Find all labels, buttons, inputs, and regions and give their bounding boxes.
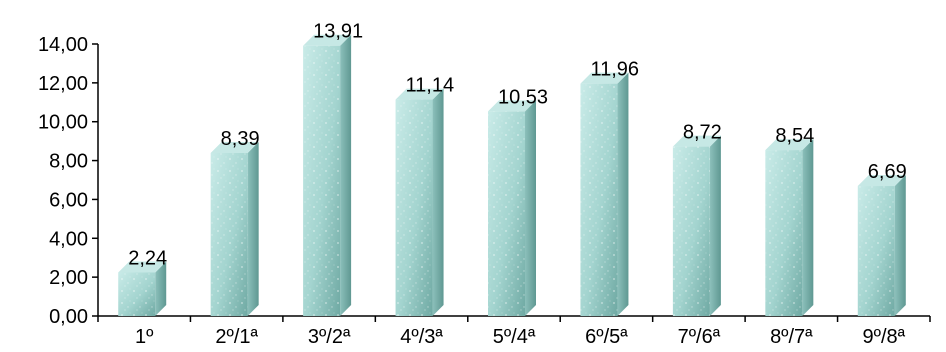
data-label: 10,53 [498, 86, 548, 108]
x-tick-label: 7º/6ª [678, 326, 721, 348]
bar-top [303, 34, 352, 46]
bar-texture [580, 83, 618, 317]
x-tick-label: 3º/2ª [308, 326, 351, 348]
bar-side [340, 34, 352, 317]
bars [118, 34, 906, 317]
bar-top [488, 100, 536, 112]
data-label: 2,24 [128, 247, 167, 269]
x-axis: 1º 2º/1ª 3º/2ª 4º/3ª 5º/4ª 6º/5ª 7º/6ª 8º/7ª 9º/… [97, 315, 931, 348]
y-ticks: 0,00 2,00 4,00 6,00 8,00 10,00 12,00 14,00 [38, 34, 98, 328]
y-tick-label: 14,00 [38, 34, 88, 56]
bar [488, 100, 536, 316]
bar [303, 34, 352, 317]
bar-side [155, 261, 167, 316]
bar-texture [210, 152, 248, 316]
y-tick-label: 4,00 [49, 228, 88, 250]
bar-texture [765, 150, 803, 316]
bar [395, 88, 444, 317]
y-tick-label: 12,00 [38, 73, 88, 95]
bar [765, 139, 814, 316]
bar [580, 72, 629, 317]
bar-side [894, 175, 906, 316]
bar-top [765, 139, 814, 151]
bar-texture [857, 186, 895, 316]
bar-texture [672, 146, 710, 316]
data-label: 8,39 [221, 128, 260, 150]
x-tick-label: 5º/4ª [493, 326, 536, 348]
bar-side [525, 100, 536, 316]
bar-texture [488, 111, 525, 316]
data-label: 13,91 [313, 21, 363, 43]
bar-side [432, 88, 444, 317]
bar-side [617, 72, 629, 317]
x-ticks: 1º 2º/1ª 3º/2ª 4º/3ª 5º/4ª 6º/5ª 7º/6ª 8º/7ª 9º/… [97, 316, 931, 348]
x-tick-label: 6º/5ª [585, 326, 628, 348]
bar [857, 175, 906, 316]
y-tick-label: 0,00 [49, 306, 88, 328]
data-label: 11,96 [590, 59, 639, 81]
x-tick-label: 9º/8ª [863, 326, 906, 348]
bar-top [672, 135, 721, 147]
bar-side [709, 135, 721, 316]
bar-side [802, 139, 814, 316]
y-tick-label: 10,00 [38, 112, 88, 134]
bar [210, 141, 259, 316]
bar [672, 135, 721, 316]
x-tick-label: 2º/1ª [215, 326, 258, 348]
x-tick-label: 8º/7ª [770, 326, 813, 348]
bar-top [395, 88, 444, 100]
data-label: 6,69 [868, 161, 907, 183]
y-tick-label: 6,00 [49, 189, 88, 211]
x-tick-label: 1º [135, 326, 154, 348]
y-tick-label: 2,00 [49, 267, 88, 289]
data-label: 8,54 [775, 125, 814, 147]
bar-texture [395, 99, 433, 317]
bar-top [118, 261, 167, 273]
bar [118, 261, 167, 316]
y-axis: 0,00 2,00 4,00 6,00 8,00 10,00 12,00 14,00 [38, 34, 99, 328]
bar-texture [118, 272, 156, 316]
y-tick-label: 8,00 [49, 151, 88, 173]
bar-top [210, 141, 259, 153]
data-labels: 2,24 8,39 13,91 11,14 10,53 11,96 8,72 8,54 6,69 [128, 21, 906, 270]
bar-side [247, 141, 259, 316]
bar-texture [303, 45, 341, 317]
bar-top [857, 175, 906, 187]
data-label: 8,72 [683, 122, 722, 144]
data-label: 11,14 [406, 75, 455, 97]
bar-top [580, 72, 629, 84]
x-tick-label: 4º/3ª [400, 326, 443, 348]
